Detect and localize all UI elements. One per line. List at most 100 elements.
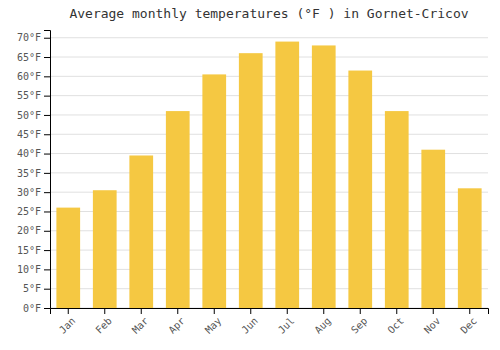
- y-tick: 30°F: [17, 187, 50, 198]
- x-axis-line: [51, 309, 489, 315]
- x-tick-label: Oct: [385, 315, 406, 336]
- y-tick-mark: [44, 250, 50, 251]
- grid-line: [50, 57, 488, 58]
- x-tick-mark: [104, 308, 105, 314]
- x-tick-label: Jun: [239, 315, 260, 336]
- x-tick: Jun: [239, 308, 260, 336]
- grid-line: [50, 95, 488, 96]
- y-tick-label: 0°F: [23, 303, 41, 314]
- x-tick: Feb: [93, 308, 114, 336]
- y-tick-label: 50°F: [17, 110, 41, 121]
- bar: [56, 208, 80, 308]
- y-tick: 40°F: [17, 148, 50, 159]
- x-tick: Nov: [422, 308, 443, 336]
- x-tick-label: Jul: [276, 315, 297, 336]
- y-tick: 15°F: [17, 245, 50, 256]
- x-tick-mark: [177, 308, 178, 314]
- grid-line: [50, 134, 488, 135]
- y-tick-mark: [44, 96, 50, 97]
- y-tick-label: 60°F: [17, 71, 41, 82]
- y-tick: 65°F: [17, 52, 50, 63]
- chart-svg: Jan Feb Mar Apr May Jun Jul Aug Sep Oct Nov Dec 0°F 5…: [0, 0, 500, 350]
- y-tick: 60°F: [17, 71, 50, 82]
- x-tick-label: Aug: [312, 315, 333, 336]
- x-tick-mark: [396, 308, 397, 314]
- y-tick-label: 30°F: [17, 187, 41, 198]
- x-tick-mark: [250, 308, 251, 314]
- x-tick-mark: [68, 308, 69, 314]
- y-tick: 35°F: [17, 168, 50, 179]
- bar: [421, 150, 445, 308]
- x-tick-label: Dec: [458, 315, 479, 336]
- x-tick-label: Jan: [57, 315, 78, 336]
- y-tick-mark: [44, 38, 50, 39]
- y-tick-label: 15°F: [17, 245, 41, 256]
- x-tick: Dec: [458, 308, 479, 336]
- y-tick-mark: [44, 192, 50, 193]
- y-axis: 0°F 5°F 10°F 15°F 20°F 25°F 30°F 35°F 40°F 45°F 50…: [17, 31, 51, 314]
- x-axis: Jan Feb Mar Apr May Jun Jul Aug Sep Oct Nov Dec: [51, 308, 489, 336]
- title: Average monthly temperatures (°F ) in Go…: [69, 6, 468, 21]
- y-tick-mark: [44, 76, 50, 77]
- y-tick-mark: [44, 289, 50, 290]
- y-tick: 0°F: [23, 303, 50, 314]
- y-tick-label: 65°F: [17, 52, 41, 63]
- y-tick: 45°F: [17, 129, 50, 140]
- x-tick-mark: [214, 308, 215, 314]
- x-tick-mark: [287, 308, 288, 314]
- x-tick-label: Sep: [349, 315, 370, 336]
- y-tick-mark: [44, 115, 50, 116]
- y-tick-mark: [44, 269, 50, 270]
- x-tick-mark: [323, 308, 324, 314]
- bar: [166, 111, 190, 308]
- x-tick: Mar: [130, 308, 151, 336]
- y-tick-label: 5°F: [23, 283, 41, 294]
- bar: [129, 155, 153, 308]
- x-tick: Jul: [276, 308, 297, 336]
- y-tick-label: 20°F: [17, 225, 41, 236]
- y-tick-label: 70°F: [17, 32, 41, 43]
- x-tick-label: Mar: [130, 315, 151, 336]
- y-tick-mark: [44, 134, 50, 135]
- grid: [50, 38, 488, 308]
- bar: [93, 190, 117, 308]
- bar: [385, 111, 409, 308]
- grid-line: [50, 37, 488, 38]
- grid-line: [50, 114, 488, 115]
- x-tick: Aug: [312, 308, 333, 336]
- x-tick: May: [203, 308, 224, 336]
- y-tick-label: 10°F: [17, 264, 41, 275]
- y-tick: 5°F: [23, 283, 50, 294]
- bar: [275, 42, 299, 308]
- y-tick: 50°F: [17, 110, 50, 121]
- x-tick-mark: [469, 308, 470, 314]
- x-tick-mark: [141, 308, 142, 314]
- y-axis-line: [44, 31, 51, 309]
- y-tick-label: 55°F: [17, 90, 41, 101]
- y-tick: 70°F: [17, 32, 50, 43]
- bar: [458, 188, 482, 308]
- y-tick: 25°F: [17, 206, 50, 217]
- x-tick: Sep: [349, 308, 370, 336]
- y-tick-mark: [44, 308, 50, 309]
- y-tick-mark: [44, 154, 50, 155]
- y-tick-mark: [44, 173, 50, 174]
- x-tick-label: Feb: [93, 315, 114, 336]
- x-tick: Apr: [166, 308, 187, 336]
- y-tick-mark: [44, 231, 50, 232]
- x-tick-label: Apr: [166, 315, 187, 336]
- y-tick-label: 25°F: [17, 206, 41, 217]
- x-tick-mark: [433, 308, 434, 314]
- bar: [312, 45, 336, 308]
- y-tick-label: 35°F: [17, 168, 41, 179]
- bar: [202, 74, 226, 308]
- y-tick: 55°F: [17, 90, 50, 101]
- x-tick: Jan: [57, 308, 78, 336]
- x-tick-mark: [360, 308, 361, 314]
- x-tick-label: Nov: [422, 315, 443, 336]
- y-tick-mark: [44, 57, 50, 58]
- y-tick-mark: [44, 211, 50, 212]
- x-tick: Oct: [385, 308, 406, 336]
- x-tick-label: May: [203, 315, 224, 336]
- bar: [239, 53, 263, 308]
